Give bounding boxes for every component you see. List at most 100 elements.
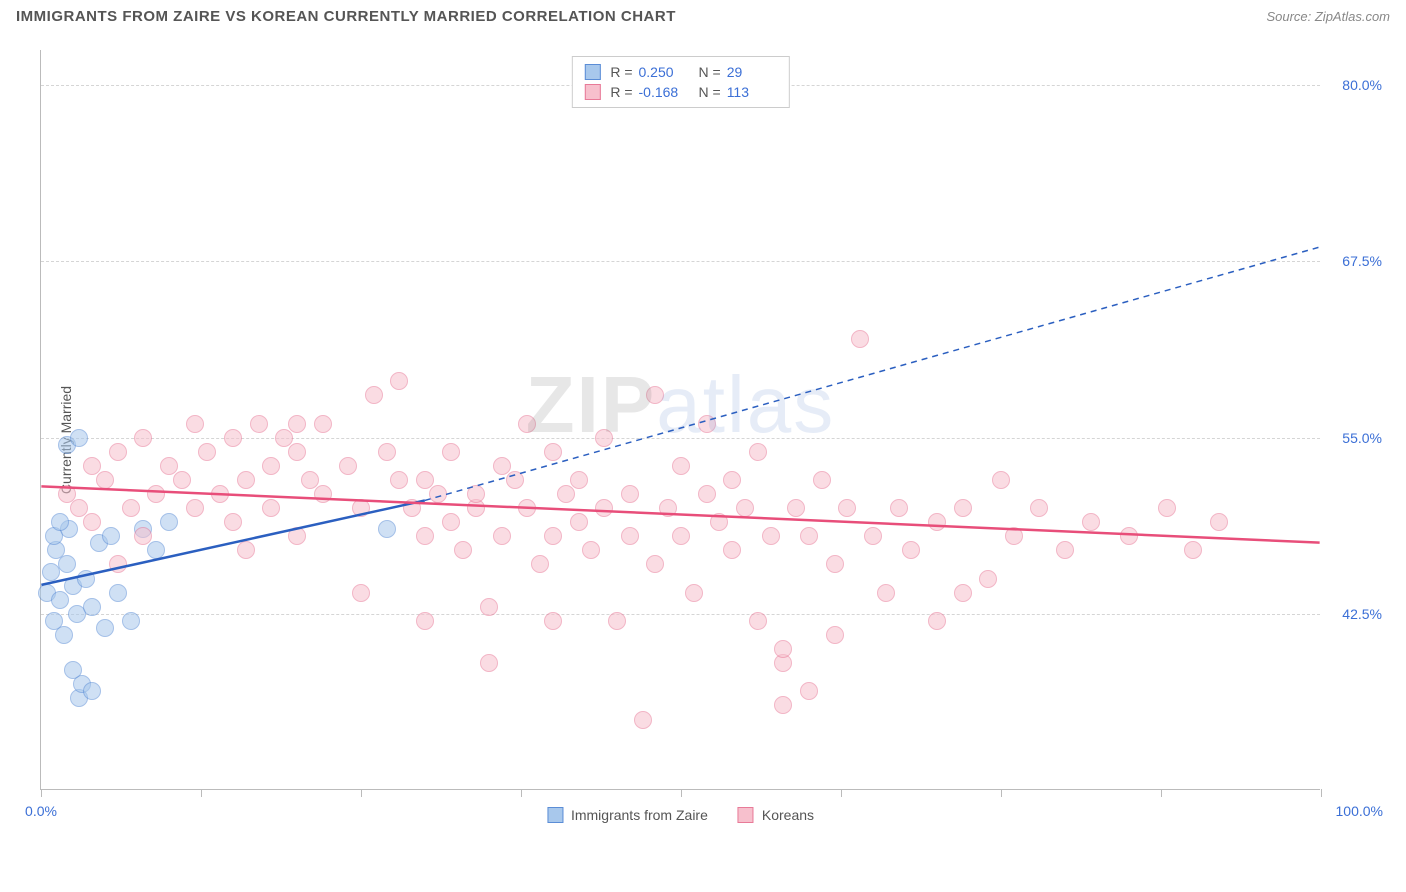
data-point bbox=[250, 415, 268, 433]
data-point bbox=[262, 499, 280, 517]
data-point bbox=[698, 485, 716, 503]
data-point bbox=[416, 471, 434, 489]
x-tick bbox=[41, 789, 42, 797]
data-point bbox=[1082, 513, 1100, 531]
chart-container: Currently Married ZIPatlas R =0.250N =29… bbox=[40, 50, 1390, 830]
data-point bbox=[51, 591, 69, 609]
data-point bbox=[96, 619, 114, 637]
data-point bbox=[506, 471, 524, 489]
data-point bbox=[544, 527, 562, 545]
data-point bbox=[518, 415, 536, 433]
data-point bbox=[186, 499, 204, 517]
data-point bbox=[390, 471, 408, 489]
stat-n-value: 113 bbox=[727, 84, 777, 100]
data-point bbox=[1005, 527, 1023, 545]
data-point bbox=[467, 485, 485, 503]
data-point bbox=[736, 499, 754, 517]
data-point bbox=[672, 457, 690, 475]
data-point bbox=[838, 499, 856, 517]
y-tick-label: 42.5% bbox=[1342, 606, 1382, 622]
data-point bbox=[570, 513, 588, 531]
source-attribution: Source: ZipAtlas.com bbox=[1266, 9, 1390, 24]
data-point bbox=[109, 584, 127, 602]
data-point bbox=[864, 527, 882, 545]
data-point bbox=[518, 499, 536, 517]
data-point bbox=[55, 626, 73, 644]
data-point bbox=[1120, 527, 1138, 545]
data-point bbox=[928, 612, 946, 630]
stat-r-value: -0.168 bbox=[639, 84, 689, 100]
legend-swatch bbox=[738, 807, 754, 823]
data-point bbox=[608, 612, 626, 630]
data-point bbox=[77, 570, 95, 588]
data-point bbox=[954, 499, 972, 517]
x-tick bbox=[1001, 789, 1002, 797]
y-tick-label: 55.0% bbox=[1342, 430, 1382, 446]
plot-area: ZIPatlas R =0.250N =29R =-0.168N =113 Im… bbox=[40, 50, 1320, 790]
data-point bbox=[646, 386, 664, 404]
data-point bbox=[198, 443, 216, 461]
data-point bbox=[83, 513, 101, 531]
data-point bbox=[58, 555, 76, 573]
legend-label: Koreans bbox=[762, 807, 814, 823]
stat-n-value: 29 bbox=[727, 64, 777, 80]
data-point bbox=[1158, 499, 1176, 517]
data-point bbox=[102, 527, 120, 545]
data-point bbox=[365, 386, 383, 404]
data-point bbox=[403, 499, 421, 517]
data-point bbox=[237, 471, 255, 489]
data-point bbox=[83, 598, 101, 616]
trend-line-extrapolated bbox=[425, 247, 1320, 500]
data-point bbox=[979, 570, 997, 588]
data-point bbox=[928, 513, 946, 531]
data-point bbox=[698, 415, 716, 433]
data-point bbox=[826, 626, 844, 644]
data-point bbox=[352, 584, 370, 602]
data-point bbox=[454, 541, 472, 559]
data-point bbox=[147, 485, 165, 503]
stat-n-label: N = bbox=[699, 64, 721, 80]
data-point bbox=[224, 429, 242, 447]
data-point bbox=[659, 499, 677, 517]
data-point bbox=[544, 443, 562, 461]
x-tick-label: 0.0% bbox=[25, 803, 57, 819]
data-point bbox=[109, 555, 127, 573]
data-point bbox=[109, 443, 127, 461]
legend-swatch bbox=[584, 84, 600, 100]
data-point bbox=[390, 372, 408, 390]
x-tick bbox=[361, 789, 362, 797]
stat-r-label: R = bbox=[610, 84, 632, 100]
data-point bbox=[64, 661, 82, 679]
data-point bbox=[672, 527, 690, 545]
data-point bbox=[288, 443, 306, 461]
series-legend: Immigrants from ZaireKoreans bbox=[547, 807, 814, 823]
data-point bbox=[160, 513, 178, 531]
legend-swatch bbox=[547, 807, 563, 823]
data-point bbox=[595, 499, 613, 517]
legend-swatch bbox=[584, 64, 600, 80]
data-point bbox=[442, 443, 460, 461]
stat-n-label: N = bbox=[699, 84, 721, 100]
data-point bbox=[416, 527, 434, 545]
data-point bbox=[314, 485, 332, 503]
data-point bbox=[352, 499, 370, 517]
x-tick bbox=[1321, 789, 1322, 797]
watermark-text-2: atlas bbox=[656, 360, 835, 449]
data-point bbox=[1030, 499, 1048, 517]
data-point bbox=[582, 541, 600, 559]
data-point bbox=[890, 499, 908, 517]
data-point bbox=[480, 654, 498, 672]
data-point bbox=[634, 711, 652, 729]
data-point bbox=[531, 555, 549, 573]
data-point bbox=[237, 541, 255, 559]
data-point bbox=[96, 471, 114, 489]
data-point bbox=[992, 471, 1010, 489]
data-point bbox=[787, 499, 805, 517]
y-tick-label: 80.0% bbox=[1342, 77, 1382, 93]
data-point bbox=[800, 682, 818, 700]
x-tick bbox=[201, 789, 202, 797]
data-point bbox=[173, 471, 191, 489]
x-tick bbox=[521, 789, 522, 797]
data-point bbox=[902, 541, 920, 559]
data-point bbox=[723, 541, 741, 559]
